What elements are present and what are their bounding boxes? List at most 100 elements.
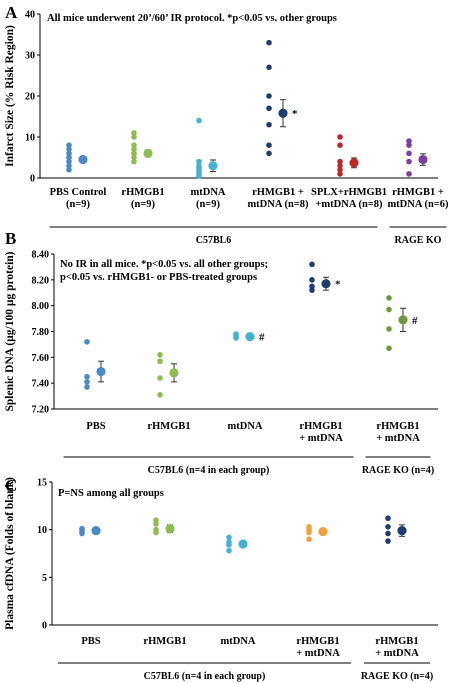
data-point	[84, 339, 90, 345]
category-label: mtDNA (n=8)	[247, 199, 309, 210]
category-label: rHMGB1 +	[252, 187, 304, 198]
significance-marker: #	[259, 332, 265, 344]
y-tick-label: 8.20	[32, 275, 50, 286]
data-point	[309, 283, 315, 290]
data-point	[337, 162, 343, 169]
y-tick-label: 5	[42, 573, 47, 584]
mean-point	[278, 108, 288, 118]
data-point	[266, 93, 272, 99]
mean-point	[418, 154, 428, 165]
data-point	[84, 373, 90, 380]
data-point	[66, 154, 72, 161]
data-point	[385, 538, 391, 544]
data-point	[337, 158, 343, 165]
series-group: rHMGB1+ mtDNA	[296, 524, 340, 659]
mean-point	[143, 148, 153, 158]
category-label: mtDNA	[221, 636, 256, 647]
category-label: rHMGB1	[147, 421, 190, 432]
chart-note: All mice underwent 20’/60’ IR protocol. …	[47, 13, 337, 24]
data-point	[66, 146, 72, 153]
category-label: mtDNA	[191, 187, 226, 198]
data-point	[266, 105, 272, 112]
data-point	[66, 142, 72, 148]
mean-point	[318, 526, 328, 537]
category-label: +mtDNA (n=8)	[315, 199, 383, 210]
mean-point	[91, 526, 101, 536]
data-point	[131, 130, 137, 136]
series-group: PBS Control(n=9)	[50, 142, 107, 210]
mean-point	[165, 524, 175, 534]
data-point	[157, 358, 163, 365]
chart-panel-c: C 0 5 10 15 Plasma cfDNA (Folds of blank) P=NS…	[4, 476, 438, 682]
mean-point	[96, 366, 106, 377]
series-group: mtDNA	[221, 534, 256, 647]
mean-point	[349, 158, 359, 168]
data-point	[386, 295, 392, 301]
data-point	[406, 142, 412, 148]
data-point	[84, 379, 90, 385]
data-point	[309, 261, 315, 268]
significance-marker: #	[412, 315, 418, 327]
y-tick-label: 8.40	[32, 250, 50, 261]
category-label: mtDNA	[228, 421, 263, 432]
panel-letter: C	[5, 476, 17, 495]
y-axis-label: Infarct Size (% Risk Region)	[4, 25, 16, 167]
data-point	[66, 162, 72, 169]
data-point	[157, 351, 163, 358]
data-point	[406, 158, 412, 165]
data-point	[337, 134, 343, 140]
y-axis-label: Plasma cfDNA (Folds of blank)	[4, 477, 16, 630]
chart-note: No IR in all mice. *p<0.05 vs. all other…	[60, 259, 268, 270]
category-label: PBS Control	[50, 187, 107, 198]
y-tick-label: 40	[25, 10, 35, 21]
y-tick-label: 7.40	[32, 379, 50, 390]
data-point	[337, 171, 343, 177]
data-point	[233, 331, 239, 337]
category-label: + mtDNA	[296, 648, 340, 659]
data-point	[266, 64, 272, 71]
data-point	[157, 375, 163, 381]
panel-letter: A	[5, 3, 18, 22]
chart-note: p<0.05 vs. rHMGB1- or PBS-treated groups	[60, 272, 257, 283]
significance-marker: *	[335, 279, 341, 291]
data-point	[157, 391, 163, 398]
data-point	[153, 526, 159, 533]
data-point	[131, 142, 137, 148]
series-group: rHMGB1+ mtDNA	[375, 515, 419, 659]
chart-panel-a: A 0 10 20 30 40 Infarct Size (% Risk Region) Al…	[4, 3, 449, 246]
y-tick-label: 0	[42, 621, 47, 632]
data-point	[131, 134, 137, 140]
data-point	[406, 138, 412, 144]
category-label: PBS	[86, 421, 105, 432]
data-point	[385, 515, 391, 522]
data-point	[385, 530, 391, 537]
significance-marker: *	[292, 108, 298, 120]
data-point	[337, 142, 343, 148]
category-label: + mtDNA	[375, 648, 419, 659]
category-label: + mtDNA	[299, 433, 343, 444]
data-point	[386, 345, 392, 352]
data-point	[131, 154, 137, 161]
series-group: * rHMGB1+ mtDNA	[299, 261, 343, 444]
series-group: mtDNA(n=9)	[191, 117, 226, 210]
data-point	[131, 158, 137, 165]
y-tick-label: 0	[30, 174, 35, 185]
category-label: mtDNA (n=6)	[387, 199, 449, 210]
series-group: PBS	[79, 525, 101, 647]
series-group: * rHMGB1 +mtDNA (n=8)	[247, 39, 309, 210]
category-label: (n=9)	[131, 199, 156, 210]
category-label: (n=9)	[196, 199, 221, 210]
mean-point	[321, 279, 331, 289]
category-label: SPLX+rHMGB1	[311, 187, 387, 198]
panel-letter: B	[5, 229, 16, 248]
category-label: rHMGB1	[376, 421, 419, 432]
group-bracket-label: RAGE KO (n=4)	[361, 671, 433, 682]
mean-point	[398, 315, 408, 325]
data-point	[337, 167, 343, 173]
data-point	[406, 171, 412, 177]
category-label: PBS	[81, 636, 100, 647]
data-point	[309, 277, 315, 283]
chart-panel-b: B 7.20 7.40 7.60 7.80 8.00 8.20 8.40 Splenic DNA…	[4, 229, 438, 476]
data-point	[66, 150, 72, 157]
